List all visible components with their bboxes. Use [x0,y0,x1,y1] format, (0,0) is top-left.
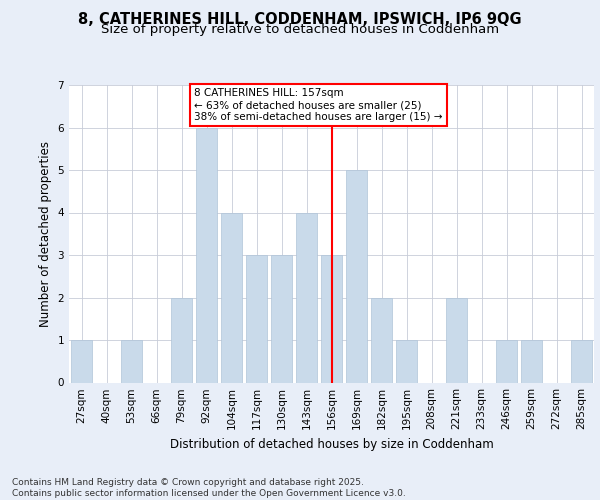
Bar [271,255,292,382]
Text: 8, CATHERINES HILL, CODDENHAM, IPSWICH, IP6 9QG: 8, CATHERINES HILL, CODDENHAM, IPSWICH, … [78,12,522,28]
Bar [71,340,92,382]
Bar [521,340,542,382]
Bar [221,212,242,382]
Bar [396,340,417,382]
Bar [246,255,267,382]
Bar [496,340,517,382]
X-axis label: Distribution of detached houses by size in Coddenham: Distribution of detached houses by size … [170,438,493,451]
Bar [446,298,467,382]
Text: 8 CATHERINES HILL: 157sqm
← 63% of detached houses are smaller (25)
38% of semi-: 8 CATHERINES HILL: 157sqm ← 63% of detac… [194,88,443,122]
Bar [121,340,142,382]
Bar [196,128,217,382]
Bar [321,255,342,382]
Bar [346,170,367,382]
Text: Size of property relative to detached houses in Coddenham: Size of property relative to detached ho… [101,22,499,36]
Y-axis label: Number of detached properties: Number of detached properties [39,141,52,327]
Bar [171,298,192,382]
Bar [371,298,392,382]
Bar [571,340,592,382]
Bar [296,212,317,382]
Text: Contains HM Land Registry data © Crown copyright and database right 2025.
Contai: Contains HM Land Registry data © Crown c… [12,478,406,498]
